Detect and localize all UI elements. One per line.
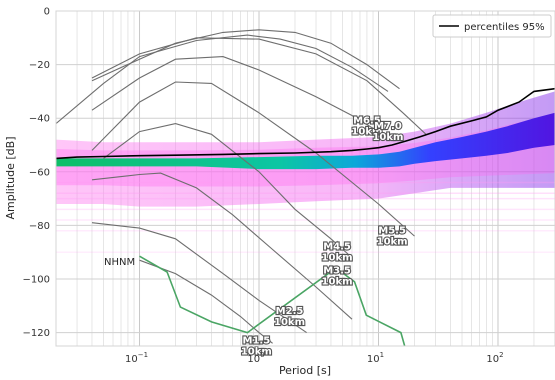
quake-magnitude-label: M1.5 <box>243 335 271 346</box>
x-tick-label: 101 <box>367 351 384 365</box>
y-tick-label: 0 <box>44 7 50 18</box>
earthquake-model-curve <box>91 172 353 320</box>
earthquake-model-curve <box>56 34 389 125</box>
earthquake-labels: M1.510kmM2.510kmM3.510kmM4.510kmM5.510km… <box>240 114 409 358</box>
quake-magnitude-label: M3.5 <box>323 266 351 277</box>
legend-box <box>432 14 552 38</box>
x-tick-label: 10−1 <box>125 351 148 365</box>
quake-magnitude-label: M7.0 <box>374 121 402 132</box>
psd-density <box>56 91 555 253</box>
y-tick-label: −120 <box>23 328 50 339</box>
nhnm-label: NHNM <box>104 257 135 268</box>
quake-distance-label: 10km <box>274 317 305 328</box>
legend-entry-percentile: percentiles 95% <box>464 22 545 33</box>
x-tick-label: 100 <box>247 351 264 365</box>
y-tick-label: −100 <box>23 275 50 286</box>
earthquake-model-curve <box>91 29 400 90</box>
quake-distance-label: 10km <box>322 277 353 288</box>
quake-distance-label: 10km <box>377 236 408 247</box>
quake-magnitude-label: M6.5 <box>353 116 381 127</box>
y-tick-label: −20 <box>29 60 50 71</box>
legend: percentiles 95% <box>432 14 552 38</box>
y-axis: 0 −20 −40 −60 −80 −100 −120 <box>23 7 50 340</box>
quake-distance-label: 10km <box>322 253 353 264</box>
earthquake-model-curve <box>91 222 307 334</box>
y-tick-label: −80 <box>29 221 50 232</box>
y-axis-label: Amplitude [dB] <box>4 137 17 220</box>
psd-outer-band <box>56 91 555 207</box>
earthquake-model-curve <box>91 37 427 135</box>
nhnm-curve <box>139 255 406 346</box>
plot-frame <box>55 10 555 347</box>
psd-core-band <box>56 112 555 170</box>
percentile-curve <box>56 87 555 160</box>
quake-distance-label: 10km <box>241 346 272 357</box>
earthquake-model-curve <box>103 123 353 259</box>
x-axis: 10−1 100 101 102 <box>125 351 504 365</box>
earthquake-model-curve <box>139 259 273 344</box>
quake-magnitude-label: M2.5 <box>276 306 304 317</box>
earthquake-model-curve <box>91 81 415 237</box>
percentile-line <box>56 87 555 160</box>
quake-distance-label: 10km <box>351 127 382 138</box>
quake-magnitude-label: M5.5 <box>378 225 406 236</box>
nhnm-line <box>139 255 406 346</box>
quake-distance-label: 10km <box>372 132 403 143</box>
x-axis-label: Period [s] <box>279 364 331 377</box>
x-tick-label: 102 <box>486 351 503 365</box>
earthquake-models <box>56 29 427 344</box>
y-tick-label: −40 <box>29 114 50 125</box>
quake-magnitude-label: M4.5 <box>323 242 351 253</box>
earthquake-model-curve <box>91 56 379 133</box>
psd-mid-band <box>56 114 555 187</box>
y-tick-label: −60 <box>29 167 50 178</box>
